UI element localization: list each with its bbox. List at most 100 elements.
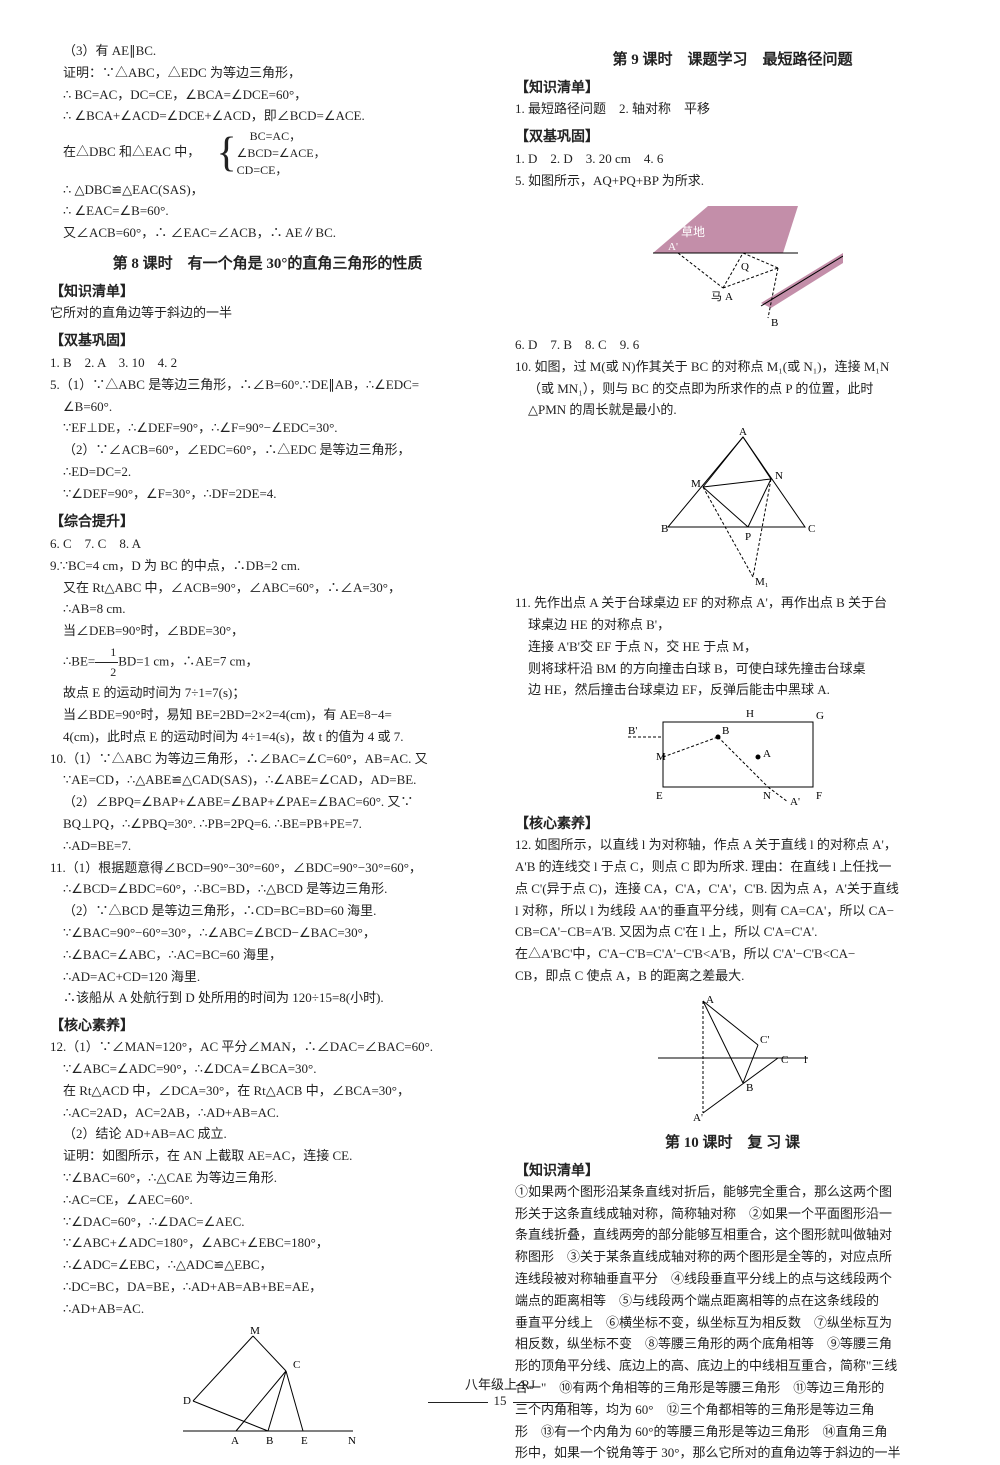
proof-line: ∴ ∠BCA+∠ACD=∠DCE+∠ACD，即∠BCD=∠ACE. (50, 106, 485, 127)
answer-line: ∴∠ADC=∠EBC，∴△ADC≌△EBC， (50, 1255, 485, 1276)
answer-line: 则将球杆沿 BM 的方向撞击白球 B，可使白球先撞击台球桌 (515, 659, 950, 680)
answer-line: （2）结论 AD+AB=AC 成立. (50, 1124, 485, 1145)
answer-line: ∴∠BCD=∠BDC=60°，∴BC=BD，∴△BCD 是等边三角形. (50, 879, 485, 900)
svg-text:E: E (301, 1435, 308, 1446)
answer-line: ∵∠ABC=∠ADC=90°，∴∠DCA=∠BCA=30°. (50, 1059, 485, 1080)
svg-text:E: E (656, 790, 663, 802)
answer-line: 9.∵BC=4 cm，D 为 BC 的中点，∴DB=2 cm. (50, 556, 485, 577)
svg-text:C: C (781, 1054, 788, 1066)
svg-text:B: B (771, 317, 778, 328)
svg-text:马: 马 (711, 290, 722, 303)
svg-text:C: C (808, 523, 815, 535)
lesson-8-title: 第 8 课时 有一个角是 30°的直角三角形的性质 (50, 252, 485, 273)
svg-text:l: l (804, 1054, 807, 1066)
text-line: 它所对的直角边等于斜边的一半 (50, 303, 485, 324)
answer-line: （2）∵△BCD 是等边三角形，∴CD=BC=BD=60 海里. (50, 901, 485, 922)
answer-line: 在△A'BC'中，C'A−C'B=C'A'−C'B<A'B，所以 C'A'−C'… (515, 944, 950, 965)
answer-line: 证明：如图所示，在 AN 上截取 AE=AC，连接 CE. (50, 1146, 485, 1167)
answer-line: ∴AD=AC+CD=120 海里. (50, 967, 485, 988)
svg-text:B: B (661, 523, 668, 535)
answer-line: CB=CA'−CB=A'B. 又因为点 C'在 l 上，所以 C'A=C'A'. (515, 922, 950, 943)
svg-text:A: A (763, 748, 771, 760)
figure-reflection-line: A C' C l B A' (648, 993, 818, 1123)
answer-line: 10. 如图，过 M(或 N)作其关于 BC 的对称点 M₁(或 N₁)，连接 … (515, 357, 950, 378)
proof-line: （3）有 AE∥BC. (50, 41, 485, 62)
answer-line: 又在 Rt△ABC 中，∠ACB=90°，∠ABC=60°，∴∠A=30°， (50, 578, 485, 599)
answer-line: 连接 A'B'交 EF 于点 N，交 HE 于点 M， (515, 637, 950, 658)
answer-line: ∴BE=12BD=1 cm，∴AE=7 cm， (50, 643, 485, 682)
svg-text:A': A' (693, 1112, 703, 1123)
text-line: 称图形 ③关于某条直线成轴对称的两个图形是全等的，对应点所 (515, 1247, 950, 1268)
answer-line: 当∠DEB=90°时，∠BDE=30°， (50, 621, 485, 642)
heading-core-competency: 【核心素养】 (515, 813, 950, 833)
answer-line: 1. B 2. A 3. 10 4. 2 (50, 352, 485, 374)
answer-line: 10.（1）∵△ABC 为等边三角形，∴∠BAC=∠C=60°，AB=AC. 又 (50, 749, 485, 770)
svg-text:A': A' (668, 241, 678, 253)
svg-text:B: B (722, 725, 729, 737)
svg-text:C': C' (760, 1034, 769, 1046)
answer-line: 故点 E 的运动时间为 7÷1=7(s)； (50, 683, 485, 704)
answer-line: ∴AC=CE，∠AEC=60°. (50, 1190, 485, 1211)
proof-line: ∴ BC=AC，DC=CE，∠BCA=∠DCE=60°， (50, 85, 485, 106)
answer-line: 球桌边 HE 的对称点 B'， (515, 615, 950, 636)
text-line: 形 ⑬有一个内角为 60°的等腰三角形是等边三角形 ⑭直角三角 (515, 1422, 950, 1443)
proof-line: ∴ ∠EAC=∠B=60°. (50, 201, 485, 222)
answer-line: 5.（1）∵△ABC 是等边三角形，∴∠B=60°.∵DE∥AB，∴∠EDC= (50, 375, 485, 396)
page-footer: 八年级上·RJ 15 (0, 1374, 1000, 1409)
answer-line: ∴AD=BE=7. (50, 836, 485, 857)
text-line: 相反数，纵坐标不变 ⑧等腰三角形的两个底角相等 ⑨等腰三角 (515, 1334, 950, 1355)
figure-grass-horse: 草地 A' 马 A B P B' Q (623, 198, 843, 328)
answer-line: BQ⊥PQ，∴∠PBQ=30°. ∴PB=2PQ=6. ∴BE=PB+PE=7. (50, 814, 485, 835)
svg-text:B: B (746, 1082, 753, 1094)
text-line: 形关于这条直线成轴对称，简称轴对称 ②如果一个平面图形沿一 (515, 1204, 950, 1225)
answer-line: 5. 如图所示，AQ+PQ+BP 为所求. (515, 171, 950, 192)
lesson-10-title: 第 10 课时 复 习 课 (515, 1131, 950, 1152)
answer-line: ∴AB=8 cm. (50, 599, 485, 620)
text-line: 连线段被对称轴垂直平分 ④线段垂直平分线上的点与这线段两个 (515, 1269, 950, 1290)
svg-text:P: P (781, 253, 787, 265)
svg-text:M: M (691, 478, 701, 490)
svg-text:A: A (706, 994, 714, 1006)
answer-line: 11.（1）根据题意得∠BCD=90°−30°=60°，∠BDC=90°−30°… (50, 858, 485, 879)
answer-line: ∴DC=BC，DA=BE，∴AD+AB=AB+BE=AE， (50, 1277, 485, 1298)
svg-text:Q: Q (741, 261, 749, 273)
svg-text:P: P (745, 531, 751, 543)
svg-text:A: A (739, 427, 747, 438)
footer-grade: 八年级上·RJ (0, 1374, 1000, 1393)
answer-line: ∵∠BAC=90°−60°=30°，∴∠ABC=∠BCD−∠BAC=30°， (50, 923, 485, 944)
answer-line: 6. D 7. B 8. C 9. 6 (515, 334, 950, 356)
svg-text:A: A (231, 1435, 239, 1446)
lesson-9-title: 第 9 课时 课题学习 最短路径问题 (515, 48, 950, 69)
answer-line: （2）∵∠ACB=60°，∠EDC=60°，∴△EDC 是等边三角形， (50, 440, 485, 461)
answer-line: 11. 先作出点 A 关于台球桌边 EF 的对称点 A'，再作出点 B 关于台 (515, 593, 950, 614)
answer-line: CB，即点 C 使点 A，B 的距离之差最大. (515, 966, 950, 987)
svg-text:A: A (725, 291, 733, 303)
svg-text:M: M (656, 751, 666, 763)
svg-text:N: N (763, 790, 771, 802)
heading-knowledge-list: 【知识清单】 (50, 281, 485, 301)
text-line: 形中，如果一个锐角等于 30°，那么它所对的直角边等于斜边的一半 (515, 1443, 950, 1464)
svg-text:M: M (250, 1326, 260, 1337)
svg-text:B: B (266, 1435, 273, 1446)
proof-line: 又∠ACB=60°，∴ ∠EAC=∠ACB，∴ AE∥BC. (50, 223, 485, 244)
answer-line: 1. D 2. D 3. 20 cm 4. 6 (515, 148, 950, 170)
answer-line: ∴∠BAC=∠ABC，∴AC=BC=60 海里， (50, 945, 485, 966)
heading-knowledge-list: 【知识清单】 (515, 1160, 950, 1180)
proof-line: ∴ △DBC≌△EAC(SAS)， (50, 180, 485, 201)
proof-line: 证明：∵△ABC，△EDC 为等边三角形， (50, 63, 485, 84)
answer-line: ∵∠ABC+∠ADC=180°，∠ABC+∠EBC=180°， (50, 1233, 485, 1254)
answer-line: ∠B=60°. (50, 397, 485, 418)
answer-line: ∴AD+AB=AC. (50, 1299, 485, 1320)
answer-line: 当∠BDE=90°时，易知 BE=2BD=2×2=4(cm)，有 AE=8−4= (50, 705, 485, 726)
answer-line: ∵∠DAC=60°，∴∠DAC=∠AEC. (50, 1212, 485, 1233)
answer-line: ∵∠DEF=90°，∠F=30°，∴DF=2DE=4. (50, 484, 485, 505)
text-line: 1. 最短路径问题 2. 轴对称 平移 (515, 99, 950, 120)
answer-line: 12.（1）∵∠MAN=120°，AC 平分∠MAN，∴∠DAC=∠BAC=60… (50, 1037, 485, 1058)
svg-text:C: C (293, 1359, 300, 1371)
answer-line: ∴AC=2AD，AC=2AB，∴AD+AB=AC. (50, 1103, 485, 1124)
answer-line: △PMN 的周长就是最小的. (515, 400, 950, 421)
heading-basic-practice: 【双基巩固】 (515, 126, 950, 146)
text-line: ①如果两个图形沿某条直线对折后，能够完全重合，那么这两个图 (515, 1182, 950, 1203)
answer-line: 6. C 7. C 8. A (50, 533, 485, 555)
heading-core-competency: 【核心素养】 (50, 1015, 485, 1035)
